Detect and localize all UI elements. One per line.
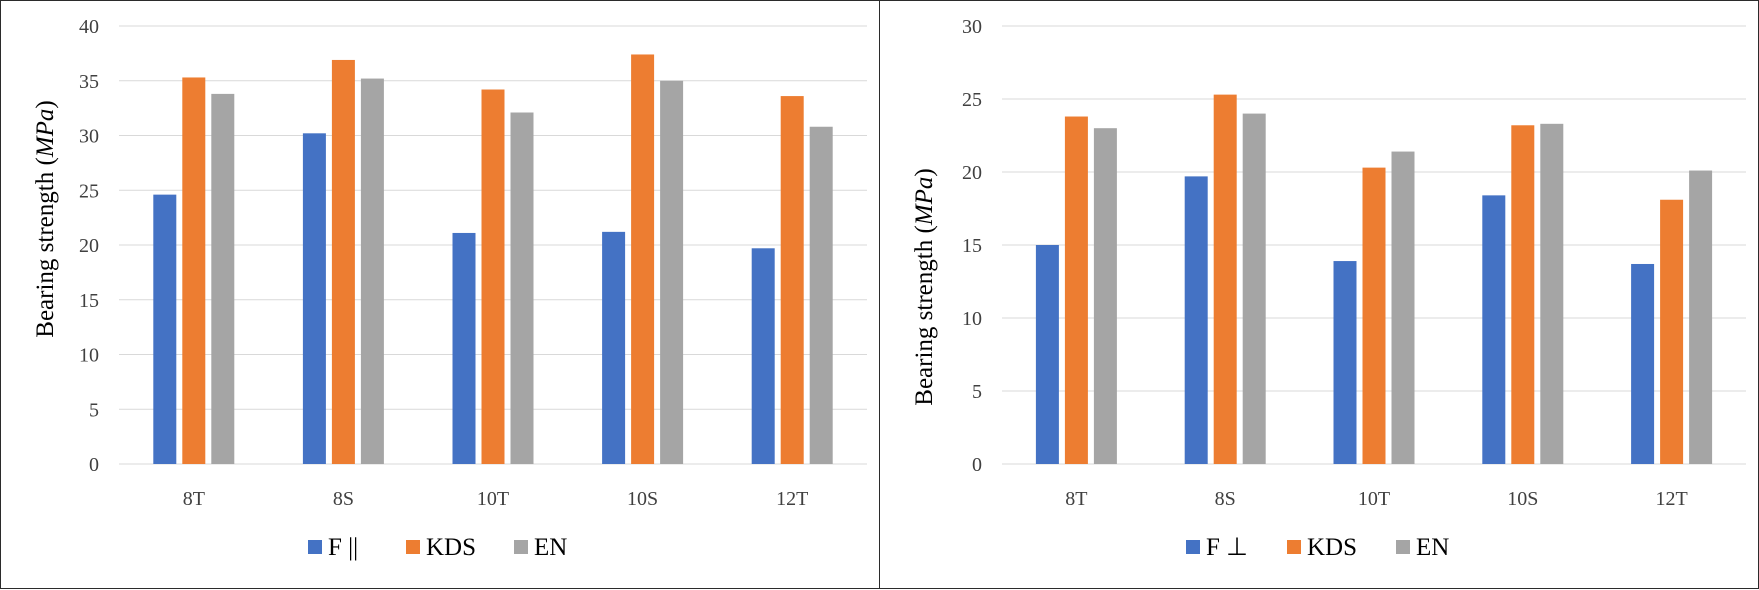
x-tick-label: 12T (776, 488, 808, 510)
legend-swatch (1396, 540, 1410, 554)
bar (1660, 199, 1684, 465)
x-tick-label: 8T (183, 488, 205, 510)
legend-label: EN (534, 534, 567, 561)
bar (360, 78, 384, 464)
legend-swatch (514, 540, 528, 554)
legend-swatch (406, 540, 420, 554)
x-tick-label: 8T (1065, 488, 1087, 510)
legend-swatch (1287, 540, 1301, 554)
bar (1213, 94, 1237, 465)
legend-label: KDS (426, 534, 476, 561)
y-tick-label: 0 (89, 454, 99, 476)
chart-left: Bearing strength (MPa) 0 5 10 15 20 25 30 35 40 8… (32, 16, 867, 561)
legend-label: F ⊥ (1206, 534, 1248, 561)
legend-label: F || (328, 534, 358, 561)
y-tick-label: 10 (962, 308, 982, 330)
bar (1689, 170, 1713, 465)
y-tick-label: 40 (79, 16, 99, 38)
y-tick-label: 30 (79, 126, 99, 148)
bar (1511, 125, 1535, 464)
y-tick-label: 25 (79, 180, 99, 202)
bar (481, 89, 505, 464)
y-axis-label: Bearing strength (MPa) (32, 100, 59, 337)
bar (1184, 176, 1208, 464)
y-tick-label: 10 (79, 345, 99, 367)
bar (211, 93, 235, 464)
bar (153, 194, 177, 464)
y-axis-label: Bearing strength (MPa) (911, 168, 938, 405)
chart-right: Bearing strength (MPa) 0 5 10 15 20 25 30 8T 8S 1… (911, 16, 1746, 561)
bar (1333, 261, 1357, 464)
bar (602, 231, 626, 464)
y-tick-label: 25 (962, 89, 982, 111)
x-tick-label: 10S (627, 488, 658, 510)
bar (1064, 116, 1088, 465)
legend-label: KDS (1307, 534, 1357, 561)
legend-swatch (308, 540, 322, 554)
y-tick-label: 30 (962, 16, 982, 38)
y-tick-label: 5 (89, 399, 99, 421)
y-tick-label: 5 (972, 381, 982, 403)
x-tick-label: 8S (1215, 488, 1236, 510)
bar (780, 96, 804, 464)
y-tick-label: 20 (962, 162, 982, 184)
bar (751, 248, 775, 464)
bar (452, 232, 476, 464)
chart-right-panel: Bearing strength (MPa) 0 5 10 15 20 25 30 8T 8S 1… (879, 0, 1759, 589)
legend-swatch (1186, 540, 1200, 554)
bar (302, 133, 326, 464)
y-tick-label: 35 (79, 71, 99, 93)
y-tick-label: 20 (79, 235, 99, 257)
bar (809, 126, 833, 465)
bar (331, 59, 355, 464)
bar (1362, 167, 1386, 464)
x-tick-label: 10T (477, 488, 509, 510)
bar (1391, 151, 1415, 464)
bar (660, 80, 684, 464)
bar (510, 112, 534, 464)
bar (1631, 263, 1655, 464)
bar (631, 54, 655, 464)
x-tick-label: 10S (1507, 488, 1538, 510)
bar (1540, 123, 1564, 464)
x-tick-label: 10T (1358, 488, 1390, 510)
bar (1093, 128, 1117, 464)
bar (1482, 195, 1506, 465)
y-tick-label: 0 (972, 454, 982, 476)
bar (1035, 245, 1059, 464)
legend-label: EN (1416, 534, 1449, 561)
bar (182, 77, 206, 464)
y-tick-label: 15 (79, 290, 99, 312)
bar (1242, 113, 1266, 464)
y-tick-label: 15 (962, 235, 982, 257)
x-tick-label: 12T (1655, 488, 1687, 510)
chart-left-panel: Bearing strength (MPa) 0 5 10 15 20 25 30 35 40 8… (0, 0, 880, 589)
x-tick-label: 8S (333, 488, 354, 510)
